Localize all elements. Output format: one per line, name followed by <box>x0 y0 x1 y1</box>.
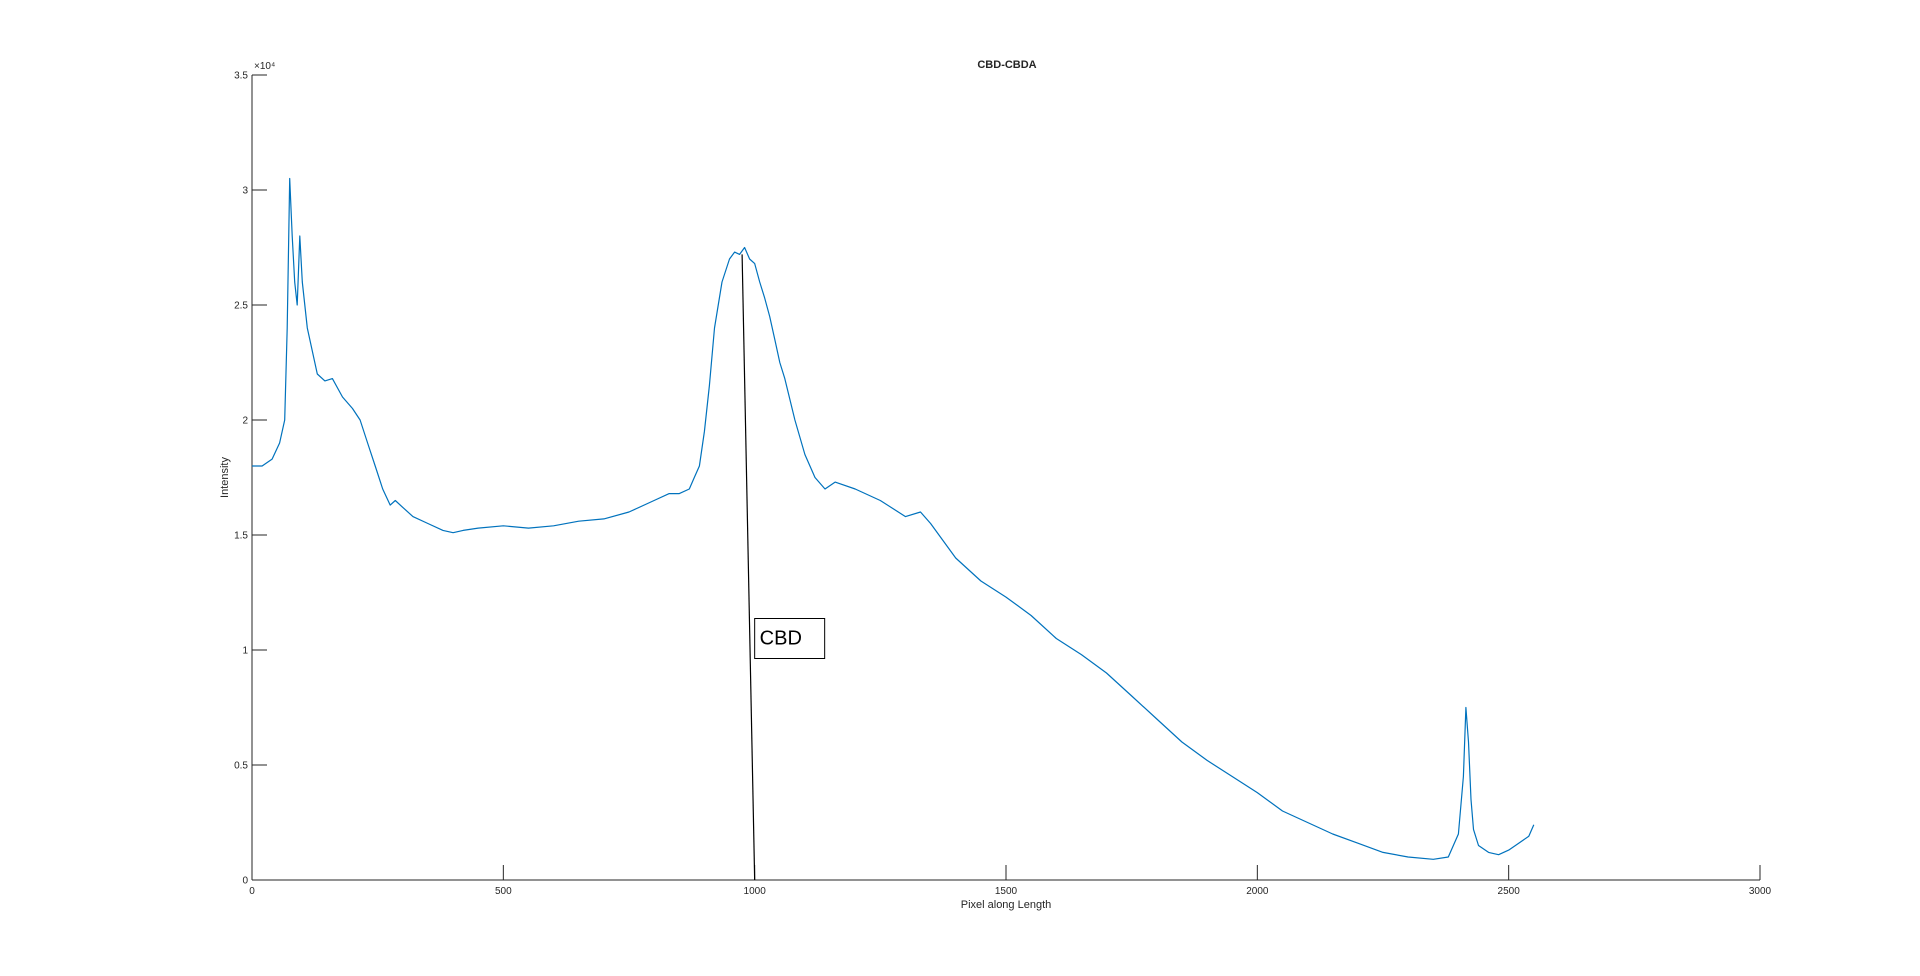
y-axis-label: Intensity <box>219 457 231 498</box>
intensity-series-line <box>252 177 1535 860</box>
y-tick-label: 0.5 <box>234 761 248 772</box>
x-tick-label: 1000 <box>744 886 767 897</box>
x-tick-label: 0 <box>249 886 255 897</box>
annotation: CBD <box>741 254 826 881</box>
x-tick-label: 500 <box>495 886 512 897</box>
y-tick-label: 2.5 <box>234 301 248 312</box>
x-axis-label: Pixel along Length <box>961 899 1052 911</box>
annotation-label: CBD <box>760 628 802 650</box>
chart-title: CBD-CBDA <box>977 59 1036 71</box>
x-tick-label: 2500 <box>1498 886 1521 897</box>
x-tick-label: 2000 <box>1246 886 1269 897</box>
y-tick-label: 1.5 <box>234 531 248 542</box>
y-tick-label: 2 <box>242 416 248 427</box>
y-axis-exponent-label: ×10⁴ <box>254 61 275 72</box>
y-tick-label: 3 <box>242 186 248 197</box>
plot-area: 0 500 1000 1500 2000 2500 3000 0 0.5 1 1.5 2 2.5 3 3.… <box>234 71 1771 898</box>
annotation-box <box>754 618 826 659</box>
annotation-arrow-line <box>741 254 756 881</box>
y-tick-label: 1 <box>242 646 248 657</box>
y-tick-label: 3.5 <box>234 71 248 82</box>
y-axis-ticks: 0 0.5 1 1.5 2 2.5 3 3.5 <box>234 71 267 887</box>
x-tick-label: 3000 <box>1749 886 1772 897</box>
x-tick-label: 1500 <box>995 886 1018 897</box>
y-tick-label: 0 <box>242 876 248 887</box>
